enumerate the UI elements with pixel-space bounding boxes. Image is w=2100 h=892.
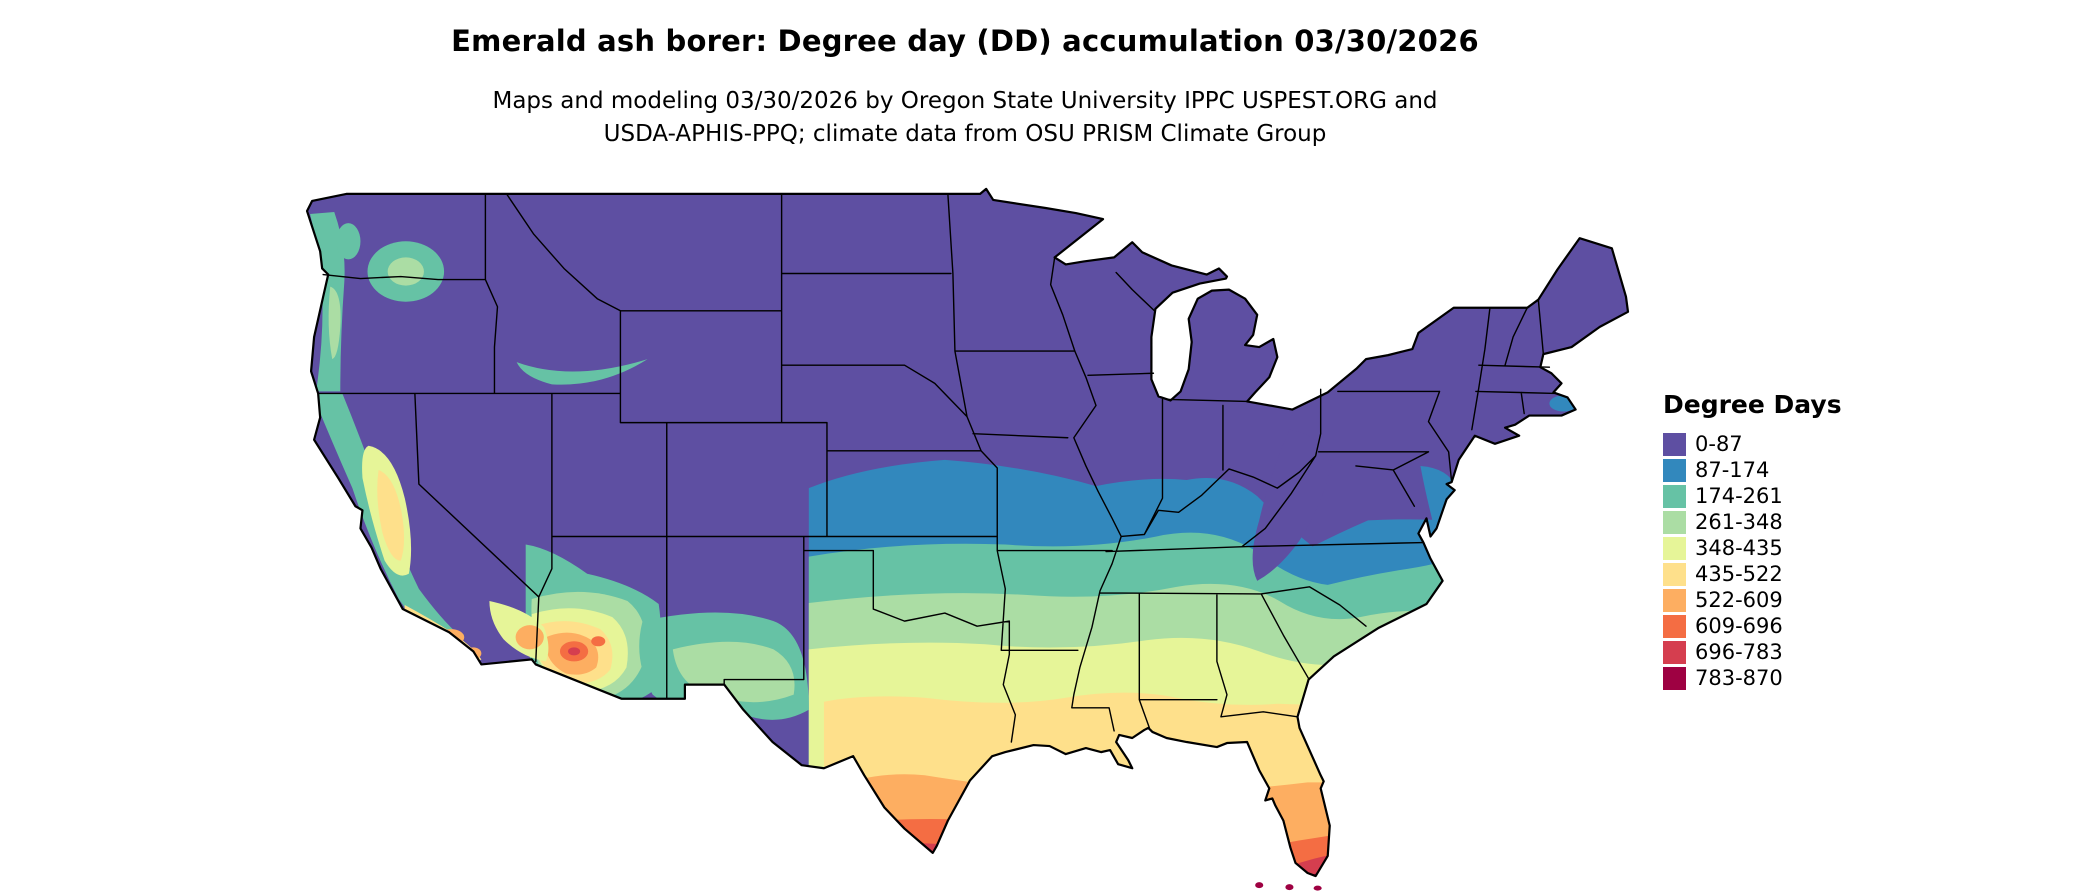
legend-row-522-609: 522-609 [1663,587,1842,613]
patch-capecod-blue [1549,395,1578,412]
legend-label: 87-174 [1695,458,1770,482]
legend-row-348-435: 348-435 [1663,535,1842,561]
florida-keys-dot [1313,885,1322,891]
legend-label: 783-870 [1695,666,1783,690]
legend-swatch [1663,614,1686,638]
patch-yuma-hot [591,636,606,647]
figure-title: Emerald ash borer: Degree day (DD) accum… [451,24,1479,58]
patch-snake-plain-teal [516,359,648,385]
legend-label: 0-87 [1695,432,1743,456]
legend-title: Degree Days [1663,390,1842,419]
subtitle-line-1: Maps and modeling 03/30/2026 by Oregon S… [492,88,1438,114]
legend: Degree Days 0-87 87-174 174-261 261-348 348-… [1663,390,1842,691]
florida-keys-dot [1285,884,1294,891]
patch-puget-teal [336,223,361,260]
legend-label: 348-435 [1695,536,1783,560]
legend-row-783-870: 783-870 [1663,665,1842,691]
patch-appalachian-purple [1252,429,1332,581]
legend-label: 696-783 [1695,640,1783,664]
florida-keys-dot [1255,882,1264,889]
legend-swatch [1663,484,1686,508]
patch-central-valley-core [377,469,405,561]
legend-swatch [1663,458,1686,482]
legend-label: 261-348 [1695,510,1783,534]
legend-swatch [1663,432,1686,456]
legend-swatch [1663,536,1686,560]
legend-swatch [1663,510,1686,534]
legend-row-261-348: 261-348 [1663,509,1842,535]
subtitle-line-2: USDA-APHIS-PPQ; climate data from OSU PR… [603,121,1327,147]
legend-swatch [1663,640,1686,664]
degree-day-raster [307,188,1628,877]
us-degree-day-map [305,187,1630,891]
figure-subtitle: Maps and modeling 03/30/2026 by Oregon S… [0,85,1930,151]
patch-losangeles-orange [438,629,465,646]
legend-items: 0-87 87-174 174-261 261-348 348-435 435-522 52… [1663,431,1842,691]
legend-swatch [1663,666,1686,690]
patch-willamette-green [328,286,341,360]
patch-imperial-orange [515,625,544,650]
legend-row-0-87: 0-87 [1663,431,1842,457]
patch-phoenix-core [568,647,581,656]
legend-label: 435-522 [1695,562,1783,586]
legend-label: 522-609 [1695,588,1783,612]
legend-row-87-174: 87-174 [1663,457,1842,483]
legend-row-609-696: 609-696 [1663,613,1842,639]
legend-label: 609-696 [1695,614,1783,638]
legend-swatch [1663,562,1686,586]
legend-row-696-783: 696-783 [1663,639,1842,665]
legend-row-435-522: 435-522 [1663,561,1842,587]
legend-row-174-261: 174-261 [1663,483,1842,509]
dd-band-696-783 [823,842,1628,877]
legend-label: 174-261 [1695,484,1783,508]
state-borders [317,193,1557,743]
patch-columbia-basin-green [387,257,424,286]
legend-swatch [1663,588,1686,612]
dd-band-783-870 [1206,871,1628,877]
dd-band-522-609 [823,774,1628,877]
